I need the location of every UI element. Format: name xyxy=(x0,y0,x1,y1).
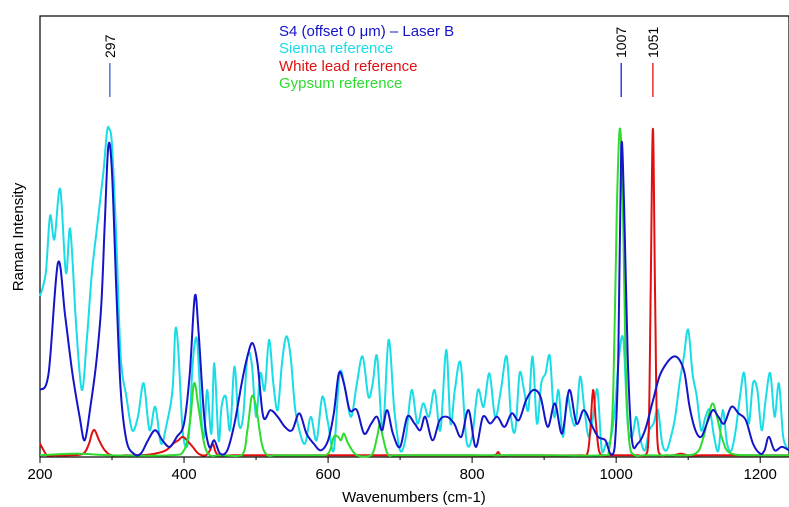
legend-entry-s4-offset-0-m-laser-b: S4 (offset 0 μm) – Laser B xyxy=(279,23,454,40)
y-axis-label: Raman Intensity xyxy=(10,182,27,291)
x-ticks: 200 400 600 800 1000 1200 xyxy=(27,457,777,483)
x-tick-label: 1200 xyxy=(744,466,777,483)
peak-label-1007: 1007 xyxy=(613,27,629,58)
peak-label-297: 297 xyxy=(102,34,118,58)
x-tick-label: 800 xyxy=(460,466,485,483)
legend-entry-white-lead-reference: White lead reference xyxy=(279,58,417,75)
x-tick-label: 400 xyxy=(172,466,197,483)
peak-labels: 297 1007 1051 xyxy=(102,27,661,97)
x-tick-label: 200 xyxy=(27,466,52,483)
series-line-s4-offset-0-m-laser-b xyxy=(39,140,789,457)
series-line-sienna-reference xyxy=(39,125,789,454)
x-tick-label: 600 xyxy=(316,466,341,483)
legend-entry-gypsum-reference: Gypsum reference xyxy=(279,75,402,92)
plot-frame xyxy=(39,15,789,458)
series-layer xyxy=(39,125,789,458)
peak-label-1051: 1051 xyxy=(645,27,661,58)
x-tick-label: 1000 xyxy=(599,466,632,483)
legend-entry-sienna-reference: Sienna reference xyxy=(279,40,393,57)
series-line-gypsum-reference xyxy=(39,127,789,458)
x-axis-label: Wavenumbers (cm-1) xyxy=(342,489,486,506)
